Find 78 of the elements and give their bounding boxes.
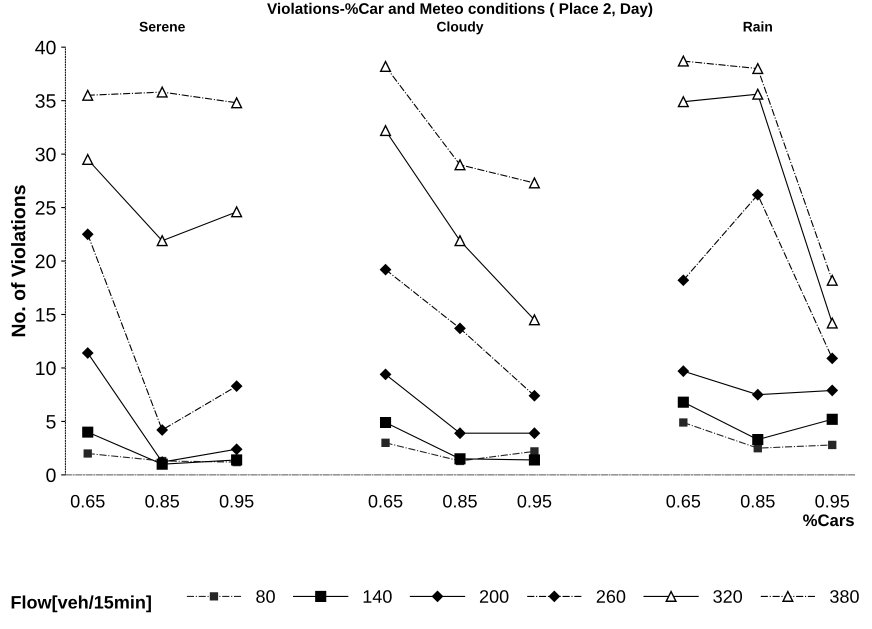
point: [231, 97, 242, 108]
point: [752, 88, 764, 100]
point: [528, 454, 540, 466]
point: [454, 159, 466, 170]
point: [828, 440, 836, 450]
point: [82, 154, 94, 166]
x-tick-label: 0.95: [220, 494, 254, 508]
point: [678, 96, 689, 108]
point: [380, 264, 392, 276]
point: [826, 414, 838, 425]
point: [156, 235, 168, 246]
point: [678, 366, 689, 377]
y-tick-label: 40: [35, 40, 56, 54]
point: [528, 390, 540, 402]
y-tick-label: 25: [36, 201, 56, 215]
point: [380, 368, 392, 380]
point: [231, 444, 242, 455]
point: [156, 86, 168, 98]
point: [678, 396, 689, 408]
legend-label: 80: [256, 590, 275, 603]
x-tick-label: 0.65: [368, 494, 402, 508]
y-tick-label: 5: [46, 415, 56, 429]
point: [454, 235, 466, 246]
point: [231, 380, 242, 392]
x-tick-label: 0.85: [443, 494, 477, 508]
point: [528, 177, 540, 189]
point: [84, 449, 92, 458]
point: [381, 438, 390, 447]
point: [454, 453, 466, 464]
point: [826, 318, 838, 329]
point: [826, 274, 838, 286]
legend-label: 260: [596, 590, 626, 603]
y-tick-label: 30: [35, 148, 56, 162]
point: [678, 274, 689, 286]
point: [678, 56, 689, 67]
point: [380, 125, 392, 136]
y-axis-title: No. of Violations: [11, 185, 26, 336]
x-tick-label: 0.85: [740, 494, 775, 508]
point: [752, 434, 764, 446]
x-tick-label: 0.85: [145, 494, 179, 508]
point: [826, 352, 838, 364]
point: [454, 428, 466, 439]
point: [454, 322, 466, 334]
point: [826, 384, 838, 396]
x-tick-label: 0.95: [815, 494, 850, 508]
point: [752, 63, 764, 74]
legend-label: 380: [830, 590, 859, 603]
point: [380, 60, 392, 72]
point: [82, 426, 94, 438]
point: [679, 418, 688, 427]
point: [231, 206, 242, 218]
legend-label: 320: [713, 590, 742, 603]
y-tick-label: 10: [36, 361, 56, 376]
legend-label: 140: [364, 590, 392, 603]
point: [82, 90, 94, 101]
y-tick-label: 15: [36, 308, 56, 322]
point: [752, 389, 764, 400]
y-tick-label: 20: [36, 254, 56, 268]
text: Cloudy: [437, 21, 484, 34]
x-tick-label: 0.65: [666, 494, 700, 508]
point: [82, 347, 94, 359]
text: Serene: [139, 22, 185, 32]
y-tick-label: 0: [46, 468, 56, 482]
legend-title: Flow[veh/15min]: [12, 595, 151, 612]
point: [380, 416, 392, 428]
legend-label: 200: [480, 590, 508, 603]
x-tick-label: 0.95: [518, 494, 552, 508]
point: [231, 454, 242, 466]
text: Rain: [744, 21, 772, 32]
point: [82, 228, 94, 240]
chart-title: Violations-%Car and Meteo conditions ( Place 2, Day): [267, 2, 652, 18]
y-tick-label: 35: [35, 94, 56, 108]
point: [752, 189, 764, 200]
point: [528, 314, 540, 326]
x-axis-title: %Cars: [803, 514, 854, 526]
point: [156, 424, 168, 436]
x-tick-label: 0.65: [70, 494, 105, 508]
point: [528, 428, 540, 439]
